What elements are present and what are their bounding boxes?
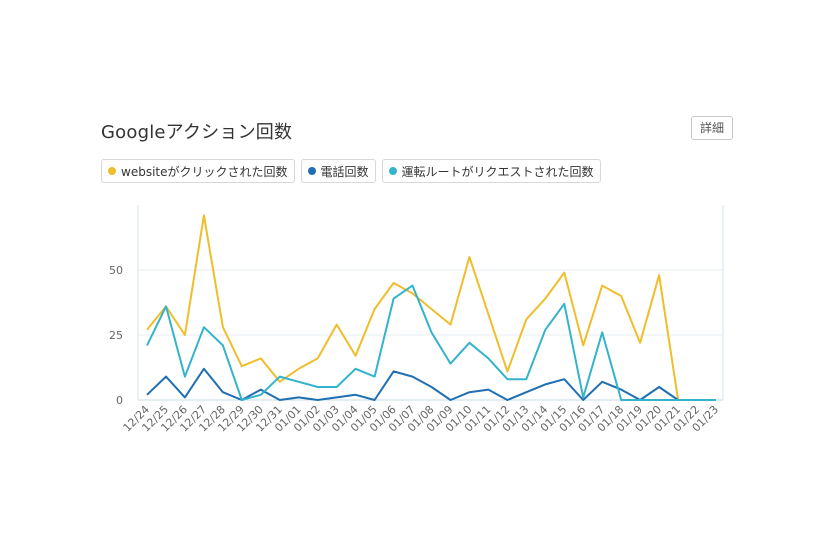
legend-item-phone-calls[interactable]: 電話回数 xyxy=(300,159,376,183)
legend-item-website-clicks[interactable]: websiteがクリックされた回数 xyxy=(101,159,295,183)
y-tick-label: 25 xyxy=(109,329,123,342)
legend-dot-direction-requests xyxy=(388,167,397,175)
y-tick-label: 0 xyxy=(116,394,123,407)
chart-legend: websiteがクリックされた回数 電話回数 運転ルートがリクエストされた回数 xyxy=(101,159,601,183)
legend-label-direction-requests: 運転ルートがリクエストされた回数 xyxy=(401,164,594,179)
detail-button[interactable]: 詳細 xyxy=(691,116,733,140)
y-tick-label: 50 xyxy=(109,264,123,277)
legend-item-direction-requests[interactable]: 運転ルートがリクエストされた回数 xyxy=(381,159,601,183)
series-line-2 xyxy=(146,284,716,401)
chart-title: Googleアクション回数 xyxy=(101,122,293,143)
legend-dot-website-clicks xyxy=(108,167,116,175)
series-line-0 xyxy=(146,214,716,401)
legend-label-website-clicks: websiteがクリックされた回数 xyxy=(121,164,288,179)
legend-dot-phone-calls xyxy=(307,167,316,175)
legend-label-phone-calls: 電話回数 xyxy=(320,164,369,179)
